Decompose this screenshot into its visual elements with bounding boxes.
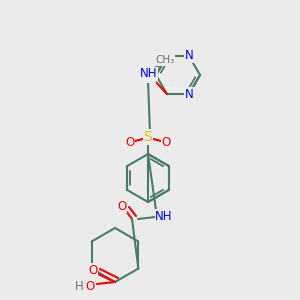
Text: S: S (144, 130, 152, 144)
Text: N: N (184, 50, 194, 62)
Text: O: O (88, 263, 98, 277)
Text: NH: NH (155, 209, 173, 223)
Text: H: H (75, 280, 83, 293)
Text: N: N (184, 88, 194, 100)
Text: O: O (161, 136, 171, 148)
Text: O: O (117, 200, 127, 212)
Text: O: O (146, 70, 156, 83)
Text: CH₃: CH₃ (155, 55, 175, 65)
Text: NH: NH (140, 68, 158, 80)
Text: O: O (125, 136, 135, 148)
Text: O: O (85, 280, 94, 293)
